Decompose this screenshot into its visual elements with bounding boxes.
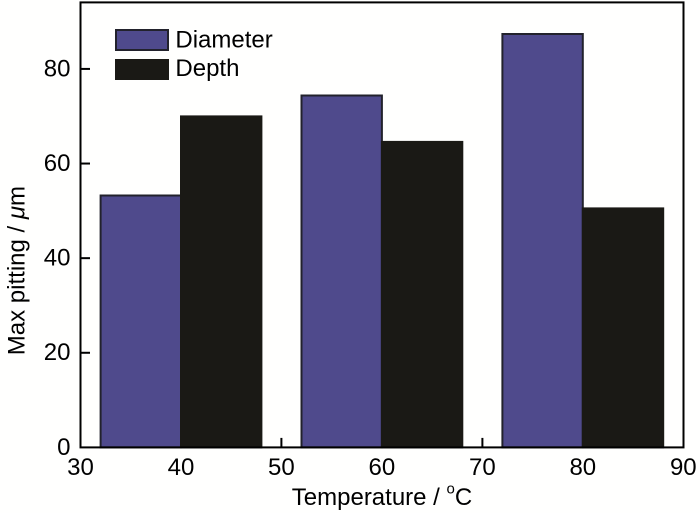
svg-text:40: 40 bbox=[168, 454, 195, 481]
svg-text:60: 60 bbox=[369, 454, 396, 481]
svg-text:40: 40 bbox=[44, 245, 71, 272]
svg-text:Diameter: Diameter bbox=[175, 26, 272, 53]
svg-text:70: 70 bbox=[469, 454, 496, 481]
svg-text:Depth: Depth bbox=[175, 55, 239, 82]
svg-text:0: 0 bbox=[57, 434, 70, 461]
svg-text:Max pitting / μm: Max pitting / μm bbox=[4, 186, 31, 355]
svg-text:20: 20 bbox=[44, 339, 71, 366]
svg-text:Temperature / oC: Temperature / oC bbox=[292, 481, 472, 511]
svg-text:50: 50 bbox=[268, 454, 295, 481]
svg-text:80: 80 bbox=[44, 55, 71, 82]
svg-text:90: 90 bbox=[670, 454, 697, 481]
svg-text:30: 30 bbox=[67, 454, 94, 481]
svg-text:60: 60 bbox=[44, 150, 71, 177]
svg-text:80: 80 bbox=[569, 454, 596, 481]
